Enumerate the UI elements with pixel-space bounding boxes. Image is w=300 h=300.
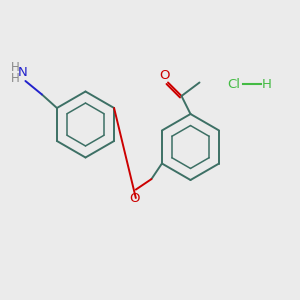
Text: O: O (159, 68, 170, 82)
Text: H: H (11, 61, 19, 74)
Text: Cl: Cl (227, 77, 241, 91)
Text: O: O (129, 191, 140, 205)
Text: H: H (262, 77, 272, 91)
Text: N: N (17, 66, 27, 79)
Text: H: H (11, 71, 19, 85)
